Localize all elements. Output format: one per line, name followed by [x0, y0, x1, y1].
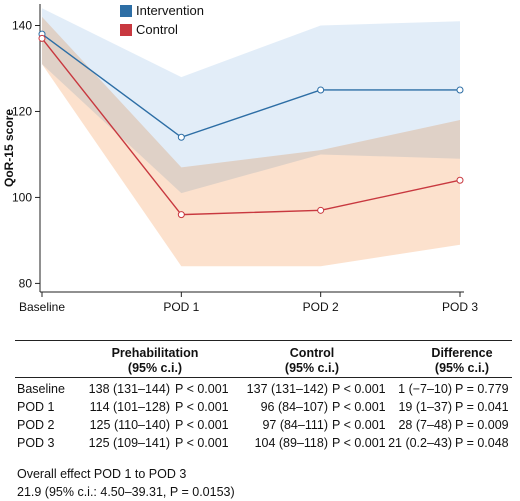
- x-tick-label: POD 1: [163, 300, 199, 314]
- x-tick-label: Baseline: [19, 300, 65, 314]
- control-value: 97 (84–111): [262, 418, 328, 432]
- intervention-data-point: [456, 86, 464, 94]
- prehab-value: 125 (109–141): [88, 436, 170, 450]
- table-row: POD 2 125 (110–140) P < 0.001 97 (84–111…: [15, 416, 512, 434]
- control-p: P < 0.001: [332, 400, 386, 414]
- prehab-p: P < 0.001: [175, 418, 229, 432]
- overall-effect: Overall effect POD 1 to POD 3 21.9 (95% …: [17, 465, 235, 501]
- y-tick-label: 80: [19, 276, 33, 290]
- control-p: P < 0.001: [332, 382, 386, 396]
- control-value: 137 (131–142): [246, 382, 328, 396]
- header-control-line2: (95% c.i.): [284, 361, 340, 375]
- control-value: 96 (84–107): [260, 400, 328, 414]
- difference-value: 21 (0.2–43): [388, 436, 452, 450]
- x-tick-label: POD 2: [303, 300, 339, 314]
- y-tick-label: 120: [12, 104, 32, 118]
- overall-effect-value: 21.9 (95% c.i.: 4.50–39.31, P = 0.0153): [17, 485, 235, 499]
- header-control-line1: Control: [289, 346, 335, 360]
- control-series-line: [41, 37, 461, 216]
- control-data-point: [317, 206, 325, 214]
- header-control: Control (95% c.i.): [252, 346, 372, 376]
- prehab-value: 138 (131–144): [88, 382, 170, 396]
- header-difference: Difference (95% c.i.): [407, 346, 517, 376]
- difference-p: P = 0.009: [455, 418, 509, 432]
- legend-label-intervention: Intervention: [136, 3, 204, 18]
- difference-p: P = 0.048: [455, 436, 509, 450]
- control-data-point: [177, 211, 185, 219]
- header-prehabilitation-line1: Prehabilitation: [111, 346, 199, 360]
- qor15-line-chart: 80 100 120 140 Baseline POD 1 POD 2 POD 3 QoR-15…: [2, 4, 478, 314]
- table-row: POD 1 114 (101–128) P < 0.001 96 (84–107…: [15, 398, 512, 416]
- header-prehabilitation: Prehabilitation (95% c.i.): [95, 346, 215, 376]
- legend-item-control: Control: [120, 22, 260, 38]
- control-value: 104 (89–118): [254, 436, 328, 450]
- legend-swatch-control: [120, 24, 132, 36]
- header-difference-line1: Difference: [431, 346, 493, 360]
- prehab-value: 125 (110–140): [89, 418, 170, 432]
- difference-p: P = 0.779: [455, 382, 509, 396]
- intervention-series-line: [41, 33, 460, 139]
- row-label: POD 2: [17, 418, 55, 432]
- y-axis-label: QoR-15 score: [2, 109, 16, 187]
- difference-value: 19 (1–37): [398, 400, 452, 414]
- control-data-point: [38, 34, 46, 42]
- control-p: P < 0.001: [332, 436, 386, 450]
- header-difference-line2: (95% c.i.): [434, 361, 490, 375]
- table-row: POD 3 125 (109–141) P < 0.001 104 (89–11…: [15, 434, 512, 452]
- difference-value: 1 (−7–10): [398, 382, 452, 396]
- intervention-ci-band: [42, 8, 460, 194]
- x-tick-label: POD 3: [442, 300, 478, 314]
- row-label: POD 1: [17, 400, 55, 414]
- results-table: Prehabilitation (95% c.i.) Control (95% …: [15, 340, 512, 452]
- table-header: Prehabilitation (95% c.i.) Control (95% …: [15, 341, 512, 377]
- table-header-rule: [15, 377, 512, 378]
- intervention-data-point: [317, 86, 325, 94]
- legend-swatch-intervention: [120, 5, 132, 17]
- control-p: P < 0.001: [332, 418, 386, 432]
- overall-effect-title: Overall effect POD 1 to POD 3: [17, 467, 187, 481]
- difference-value: 28 (7–48): [398, 418, 452, 432]
- legend-label-control: Control: [136, 22, 178, 37]
- difference-p: P = 0.041: [455, 400, 509, 414]
- prehab-p: P < 0.001: [175, 382, 229, 396]
- prehab-p: P < 0.001: [175, 400, 229, 414]
- y-tick-label: 100: [12, 190, 32, 204]
- row-label: POD 3: [17, 436, 55, 450]
- header-prehabilitation-line2: (95% c.i.): [127, 361, 183, 375]
- y-tick-label: 140: [12, 18, 32, 32]
- table-row: Baseline 138 (131–144) P < 0.001 137 (13…: [15, 380, 512, 398]
- table-top-rule: [15, 340, 512, 341]
- prehab-p: P < 0.001: [175, 436, 229, 450]
- control-data-point: [456, 176, 464, 184]
- intervention-data-point: [177, 133, 185, 141]
- row-label: Baseline: [17, 382, 65, 396]
- control-ci-band: [42, 16, 460, 267]
- prehab-value: 114 (101–128): [89, 400, 170, 414]
- legend-item-intervention: Intervention: [120, 3, 260, 19]
